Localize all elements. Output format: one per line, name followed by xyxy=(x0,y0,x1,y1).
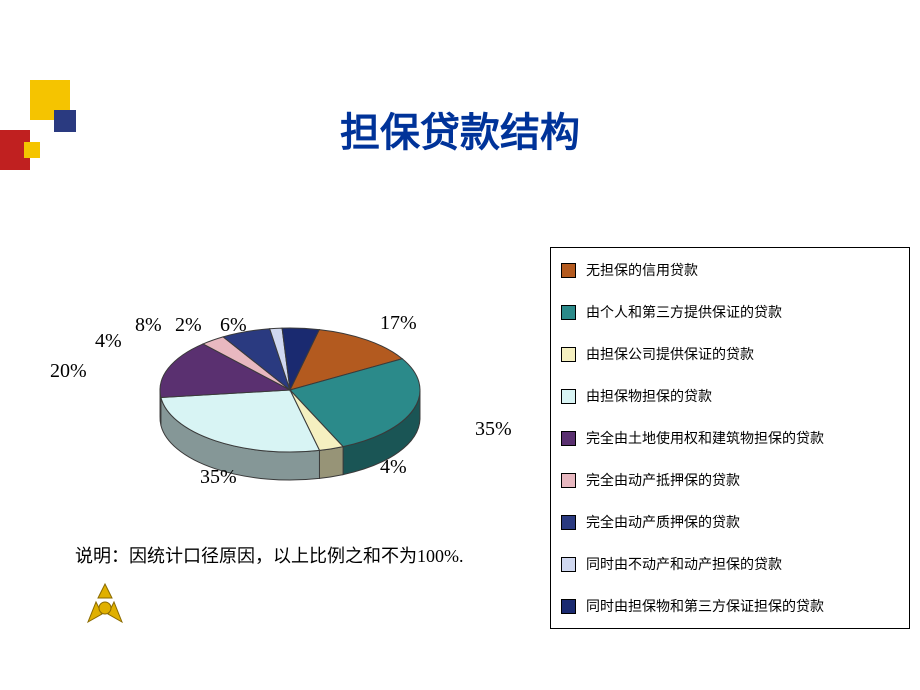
legend-swatch xyxy=(561,347,576,362)
logo-icon xyxy=(80,580,130,630)
legend-item: 同时由担保物和第三方保证担保的贷款 xyxy=(561,596,899,616)
legend-swatch xyxy=(561,515,576,530)
pie-slice-label: 20% xyxy=(50,360,87,383)
legend-label: 同时由不动产和动产担保的贷款 xyxy=(586,554,782,574)
pie-slice-label: 8% xyxy=(135,314,162,337)
page-title: 担保贷款结构 xyxy=(0,100,920,158)
legend-swatch xyxy=(561,599,576,614)
legend-label: 完全由动产抵押保的贷款 xyxy=(586,470,740,490)
legend-label: 由个人和第三方提供保证的贷款 xyxy=(586,302,782,322)
legend-label: 同时由担保物和第三方保证担保的贷款 xyxy=(586,596,824,616)
legend-item: 由担保公司提供保证的贷款 xyxy=(561,344,899,364)
legend-swatch xyxy=(561,389,576,404)
legend-label: 由担保公司提供保证的贷款 xyxy=(586,344,754,364)
legend-swatch xyxy=(561,431,576,446)
legend-swatch xyxy=(561,557,576,572)
legend-swatch xyxy=(561,263,576,278)
legend-swatch xyxy=(561,305,576,320)
legend-item: 由担保物担保的贷款 xyxy=(561,386,899,406)
pie-slice-label: 35% xyxy=(475,418,512,441)
legend-item: 完全由动产质押保的贷款 xyxy=(561,512,899,532)
legend: 无担保的信用贷款 由个人和第三方提供保证的贷款由担保公司提供保证的贷款由担保物担… xyxy=(550,247,910,629)
pie-slice-label: 35% xyxy=(200,466,237,489)
pie-chart: 17%35%4%35%20%4%8%2%6% xyxy=(60,300,500,500)
legend-label: 无担保的信用贷款 xyxy=(586,260,698,280)
pie-slice-label: 4% xyxy=(95,330,122,353)
legend-label: 完全由土地使用权和建筑物担保的贷款 xyxy=(586,428,824,448)
legend-item: 完全由土地使用权和建筑物担保的贷款 xyxy=(561,428,899,448)
pie-slice-label: 2% xyxy=(175,314,202,337)
pie-slice-label: 6% xyxy=(220,314,247,337)
legend-item: 同时由不动产和动产担保的贷款 xyxy=(561,554,899,574)
legend-label: 完全由动产质押保的贷款 xyxy=(586,512,740,532)
pie-slice-label: 17% xyxy=(380,312,417,335)
legend-item: 完全由动产抵押保的贷款 xyxy=(561,470,899,490)
pie-slice-label: 4% xyxy=(380,456,407,479)
legend-label: 由担保物担保的贷款 xyxy=(586,386,712,406)
footnote: 说明：因统计口径原因，以上比例之和不为100%. xyxy=(75,542,464,568)
legend-item: 由个人和第三方提供保证的贷款 xyxy=(561,302,899,322)
legend-item: 无担保的信用贷款 xyxy=(561,260,899,280)
legend-swatch xyxy=(561,473,576,488)
